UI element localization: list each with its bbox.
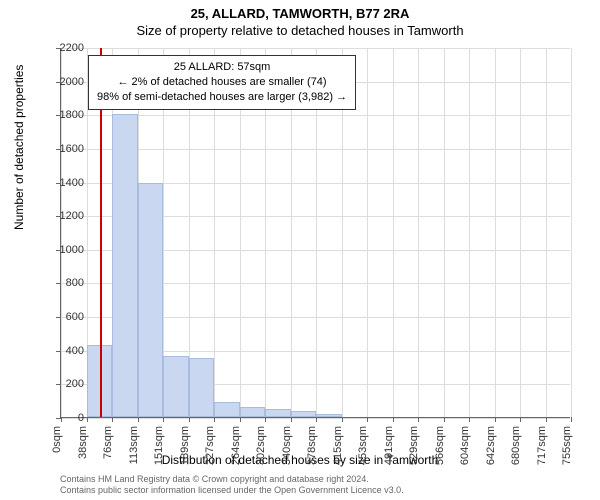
histogram-bar bbox=[112, 114, 138, 417]
histogram-bar bbox=[291, 411, 317, 417]
footer-line2: Contains public sector information licen… bbox=[60, 485, 404, 496]
gridline-v bbox=[367, 48, 368, 417]
ytick-label: 600 bbox=[44, 311, 84, 323]
ytick-label: 200 bbox=[44, 378, 84, 390]
xtick-mark bbox=[444, 417, 445, 422]
footer-attribution: Contains HM Land Registry data © Crown c… bbox=[60, 474, 404, 496]
xtick-mark bbox=[291, 417, 292, 422]
xtick-mark bbox=[240, 417, 241, 422]
histogram-bar bbox=[265, 409, 291, 417]
ytick-label: 800 bbox=[44, 277, 84, 289]
gridline-v bbox=[520, 48, 521, 417]
xtick-mark bbox=[418, 417, 419, 422]
ytick-label: 2200 bbox=[44, 42, 84, 54]
histogram-bar bbox=[163, 356, 189, 417]
page-subtitle: Size of property relative to detached ho… bbox=[0, 21, 600, 38]
xtick-mark bbox=[367, 417, 368, 422]
ytick-label: 1600 bbox=[44, 143, 84, 155]
y-axis-label: Number of detached properties bbox=[12, 65, 26, 230]
gridline-v bbox=[495, 48, 496, 417]
ytick-label: 400 bbox=[44, 345, 84, 357]
annot-line2: ← 2% of detached houses are smaller (74) bbox=[97, 75, 347, 90]
xtick-mark bbox=[571, 417, 572, 422]
ytick-label: 1200 bbox=[44, 210, 84, 222]
gridline-v bbox=[393, 48, 394, 417]
xtick-mark bbox=[393, 417, 394, 422]
histogram-bar bbox=[240, 407, 266, 417]
xtick-mark bbox=[189, 417, 190, 422]
histogram-bar bbox=[316, 414, 342, 417]
histogram-bar bbox=[189, 358, 215, 417]
xtick-mark bbox=[87, 417, 88, 422]
xtick-mark bbox=[265, 417, 266, 422]
xtick-mark bbox=[163, 417, 164, 422]
xtick-mark bbox=[138, 417, 139, 422]
ytick-label: 1000 bbox=[44, 244, 84, 256]
histogram-bar bbox=[214, 402, 240, 417]
xtick-mark bbox=[520, 417, 521, 422]
ytick-label: 0 bbox=[44, 412, 84, 424]
gridline-v bbox=[469, 48, 470, 417]
ytick-label: 2000 bbox=[44, 76, 84, 88]
xtick-mark bbox=[214, 417, 215, 422]
page-title: 25, ALLARD, TAMWORTH, B77 2RA bbox=[0, 0, 600, 21]
ytick-label: 1400 bbox=[44, 177, 84, 189]
gridline-v bbox=[418, 48, 419, 417]
gridline-v bbox=[571, 48, 572, 417]
ytick-label: 1800 bbox=[44, 109, 84, 121]
histogram-bar bbox=[138, 183, 164, 417]
gridline-v bbox=[444, 48, 445, 417]
annotation-box: 25 ALLARD: 57sqm ← 2% of detached houses… bbox=[88, 55, 356, 110]
gridline-v bbox=[546, 48, 547, 417]
annot-line1: 25 ALLARD: 57sqm bbox=[97, 60, 347, 75]
xtick-mark bbox=[546, 417, 547, 422]
xtick-mark bbox=[495, 417, 496, 422]
xtick-mark bbox=[316, 417, 317, 422]
footer-line1: Contains HM Land Registry data © Crown c… bbox=[60, 474, 404, 485]
annot-line3: 98% of semi-detached houses are larger (… bbox=[97, 90, 347, 105]
xtick-mark bbox=[342, 417, 343, 422]
xtick-mark bbox=[469, 417, 470, 422]
gridline-v bbox=[61, 48, 62, 417]
xtick-mark bbox=[112, 417, 113, 422]
